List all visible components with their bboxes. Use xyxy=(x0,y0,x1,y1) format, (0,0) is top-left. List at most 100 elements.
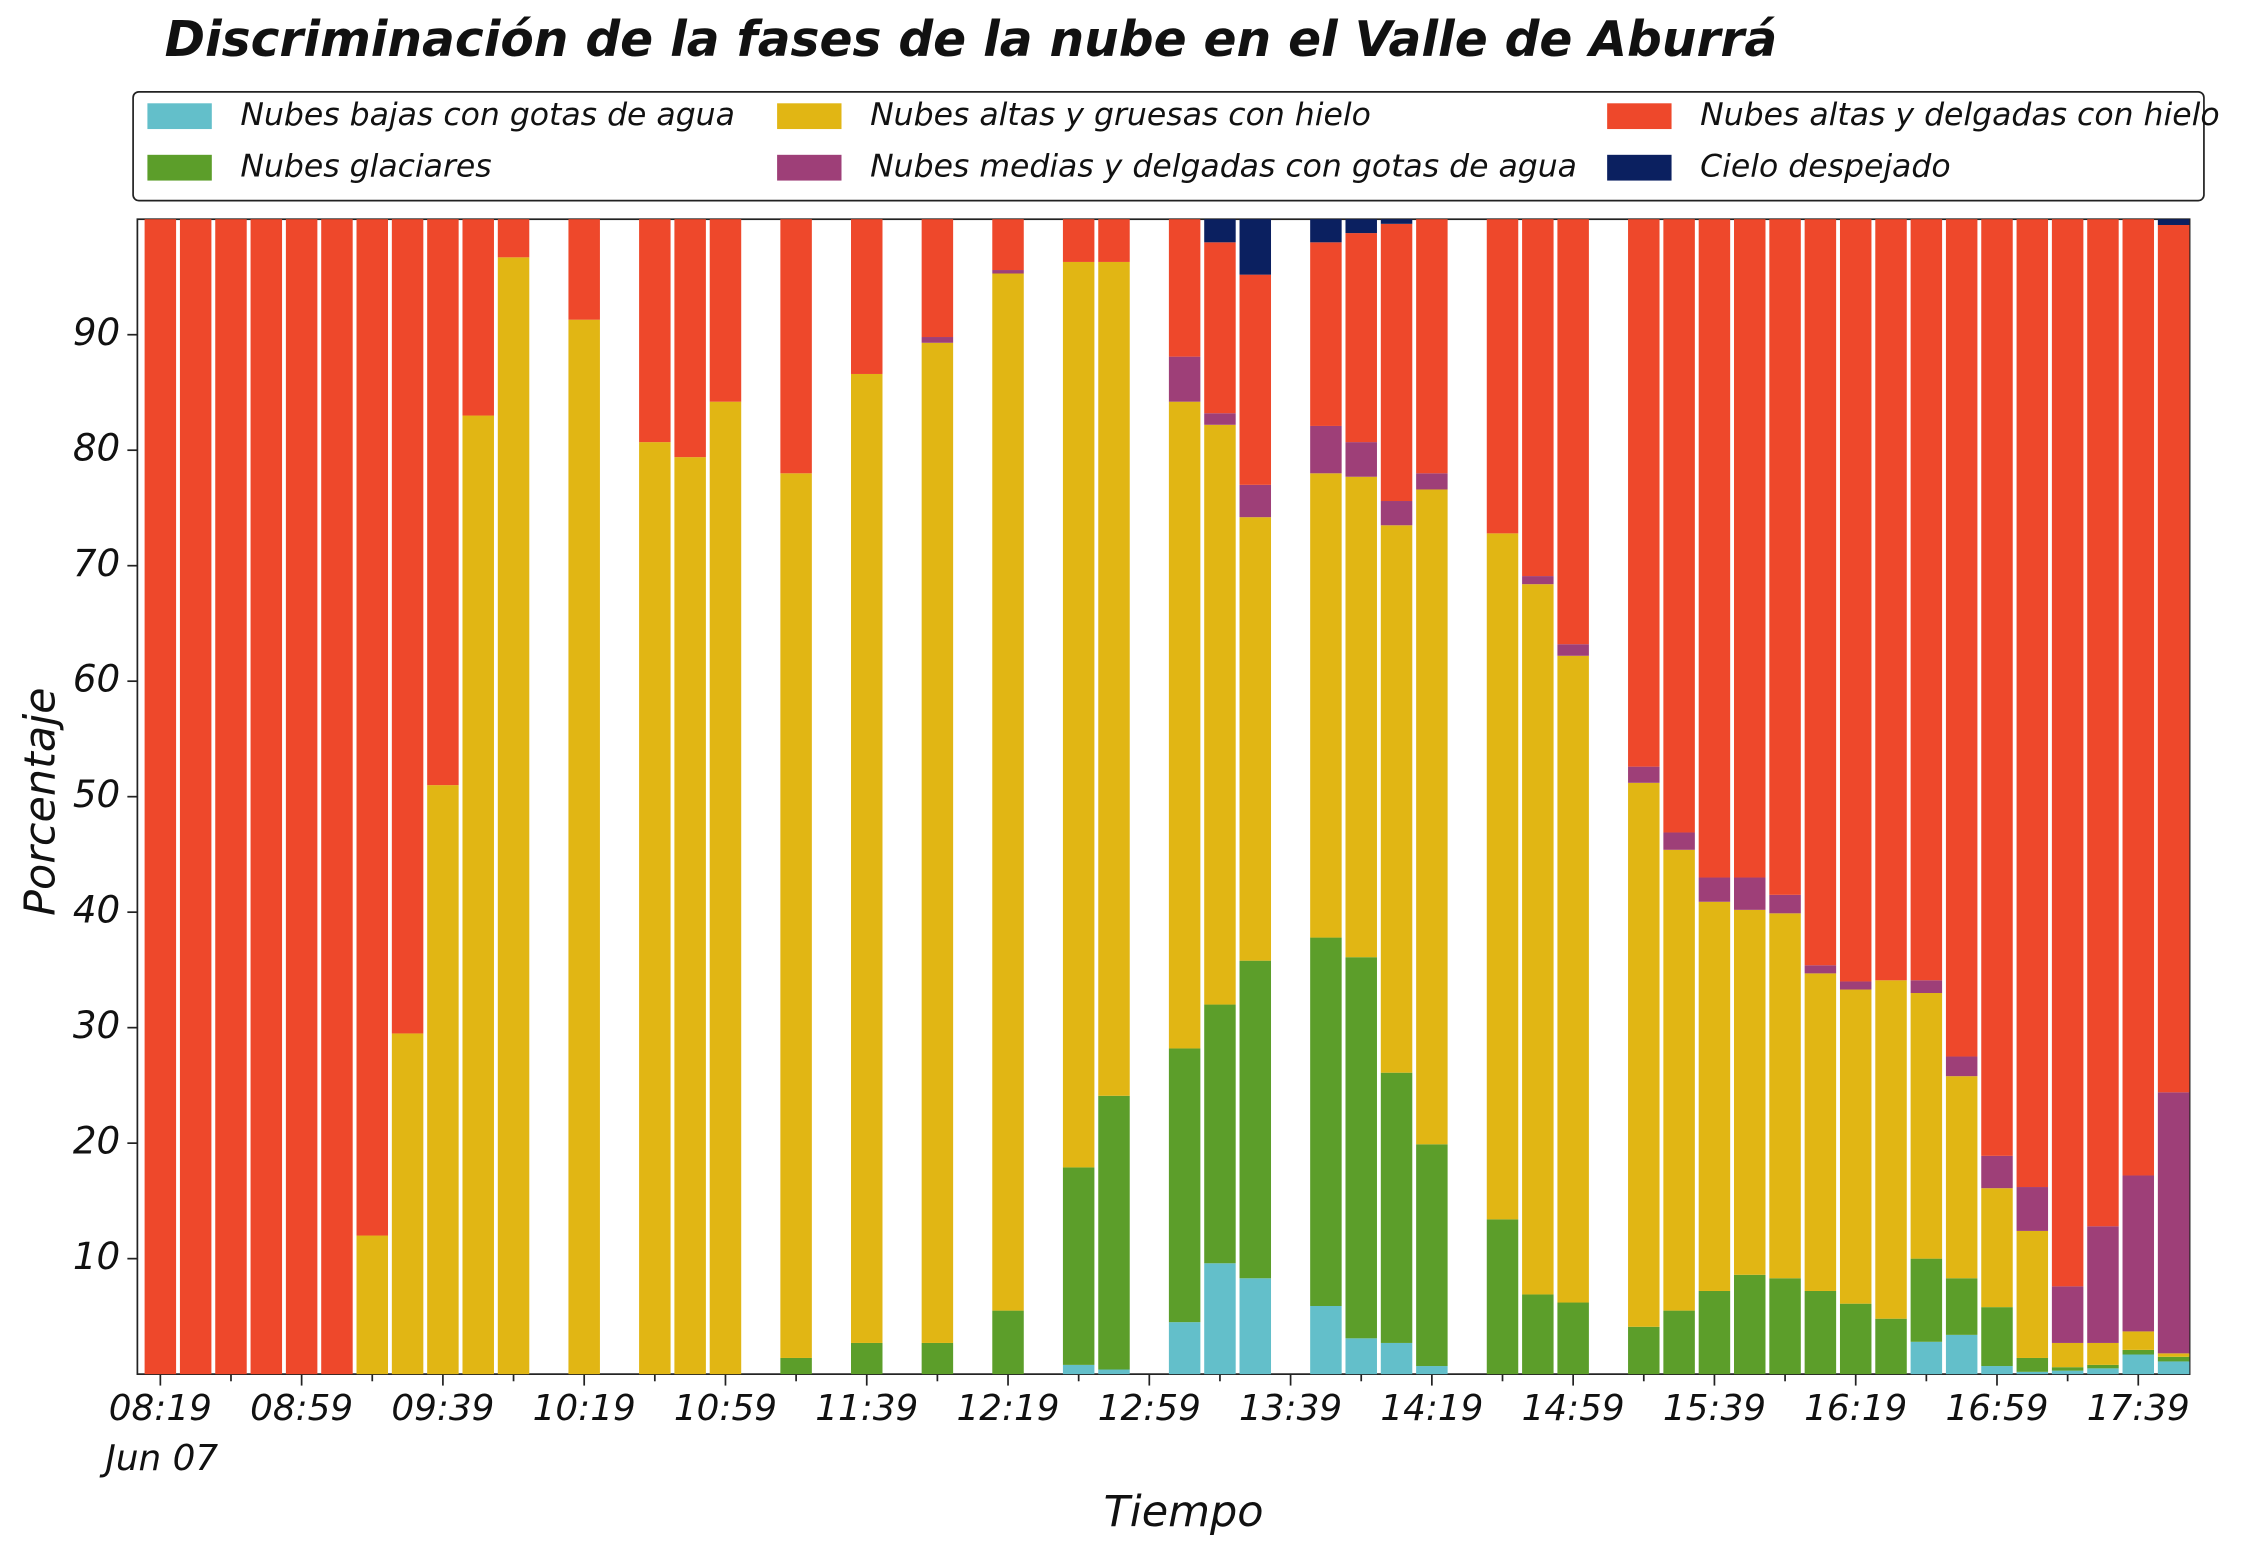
bar-segment xyxy=(1875,1318,1907,1375)
bar-segment xyxy=(1239,960,1272,1279)
bar-segment xyxy=(1310,1305,1342,1375)
legend-swatch xyxy=(1607,154,1672,181)
bar-segment xyxy=(1769,913,1801,1279)
bar-segment xyxy=(250,219,283,1375)
bar-segment xyxy=(921,219,954,338)
bar-segment xyxy=(321,219,353,1375)
bar-segment xyxy=(1522,1294,1554,1375)
bar-segment xyxy=(1486,219,1519,534)
legend-swatch xyxy=(147,103,212,130)
bar-segment xyxy=(1557,655,1589,1303)
bar-segment xyxy=(1380,1342,1413,1375)
bar-segment xyxy=(1345,442,1377,477)
bar-segment xyxy=(2087,1368,2119,1375)
bar-segment xyxy=(921,337,954,343)
bar-segment xyxy=(1204,1004,1236,1264)
bar-segment xyxy=(1416,219,1448,474)
bar-segment xyxy=(1698,219,1731,878)
bar-segment xyxy=(1204,242,1236,414)
bar-segment xyxy=(1981,219,2013,1156)
bar-segment xyxy=(2051,1286,2084,1343)
bar-segment xyxy=(2016,1371,2049,1375)
bar-segment xyxy=(1416,1366,1448,1375)
x-tick-label: 11:39 xyxy=(815,1388,918,1429)
bar-segment xyxy=(1698,1290,1731,1375)
bar-segment xyxy=(1098,219,1130,262)
y-tick-label: 70 xyxy=(73,541,120,585)
bar-segment xyxy=(992,273,1024,1311)
bar-segment xyxy=(992,1310,1024,1375)
bar-segment xyxy=(1945,1334,1978,1375)
bar-segment xyxy=(2087,1226,2119,1343)
bar-segment xyxy=(2122,219,2155,1176)
legend-label: Cielo despejado xyxy=(1700,149,1950,185)
y-tick-label: 10 xyxy=(73,1234,120,1278)
bar-segment xyxy=(2122,1331,2155,1350)
bar-segment xyxy=(2051,1370,2084,1375)
y-tick-label: 60 xyxy=(73,657,120,701)
legend-swatch xyxy=(777,154,842,181)
bar-segment xyxy=(215,219,247,1375)
bar-segment xyxy=(1204,413,1236,425)
bar-segment xyxy=(1981,1155,2013,1189)
bar-segment xyxy=(674,457,706,1375)
chart-title: Discriminación de la fases de la nube en… xyxy=(165,12,1778,68)
bar-segment xyxy=(497,257,530,1375)
bar-segment xyxy=(2051,1342,2084,1368)
y-axis-label: Porcentaje xyxy=(15,687,65,915)
bar-segment xyxy=(1062,1364,1095,1375)
bar-segment xyxy=(1239,517,1272,961)
bar-segment xyxy=(1239,219,1272,275)
bar-segment xyxy=(1839,989,1872,1304)
bar-segment xyxy=(1239,1278,1272,1375)
bar-segment xyxy=(144,219,177,1375)
legend-label: Nubes medias y delgadas con gotas de agu… xyxy=(870,149,1577,185)
bar-segment xyxy=(2016,219,2049,1188)
bar-segment xyxy=(1945,1056,1978,1077)
bar-segment xyxy=(921,342,954,1343)
bar-segment xyxy=(427,219,459,786)
bar-segment xyxy=(1486,533,1519,1220)
bar-segment xyxy=(1804,219,1837,966)
bar-segment xyxy=(1628,219,1660,767)
bar-segment xyxy=(462,219,494,416)
bar-segment xyxy=(1098,1095,1130,1370)
bar-segment xyxy=(2051,219,2084,1287)
bar-segment xyxy=(1839,1303,1872,1375)
bar-segment xyxy=(1062,1167,1095,1365)
x-tick-label: 09:39 xyxy=(391,1388,494,1429)
bar-segment xyxy=(1981,1366,2013,1375)
bar-segment xyxy=(1062,219,1095,262)
x-axis-label: Tiempo xyxy=(1104,1487,1264,1537)
bar-segment xyxy=(1910,993,1943,1259)
bar-segment xyxy=(639,219,671,443)
bar-segment xyxy=(2087,1364,2119,1369)
y-tick-label: 80 xyxy=(73,426,120,470)
legend-box xyxy=(132,90,2205,202)
bar-segment xyxy=(285,219,318,1375)
bar-segment xyxy=(427,785,459,1375)
y-tick-label: 40 xyxy=(73,888,120,932)
bar-segment xyxy=(1380,223,1413,502)
bar-segment xyxy=(1239,484,1272,518)
bar-segment xyxy=(1168,219,1201,357)
x-tick-label: 10:19 xyxy=(533,1388,636,1429)
x-tick-label: 14:19 xyxy=(1380,1388,1483,1429)
bar-segment xyxy=(709,219,742,402)
bar-segment xyxy=(1310,473,1342,938)
bar-segment xyxy=(1204,1263,1236,1375)
bar-segment xyxy=(462,415,494,1375)
x-tick-label: 16:19 xyxy=(1804,1388,1907,1429)
bar-segment xyxy=(1345,233,1377,443)
bar-segment xyxy=(1310,425,1342,474)
y-tick-label: 90 xyxy=(73,310,120,354)
bar-segment xyxy=(709,401,742,1375)
legend-label: Nubes altas y delgadas con hielo xyxy=(1700,97,2219,133)
bar-segment xyxy=(1910,1258,1943,1342)
x-tick-label: 12:59 xyxy=(1098,1388,1201,1429)
x-tick-label: 17:39 xyxy=(2087,1388,2190,1429)
x-date-label: Jun 07 xyxy=(99,1438,218,1479)
bar-segment xyxy=(1204,219,1236,243)
legend-label: Nubes glaciares xyxy=(240,149,491,185)
